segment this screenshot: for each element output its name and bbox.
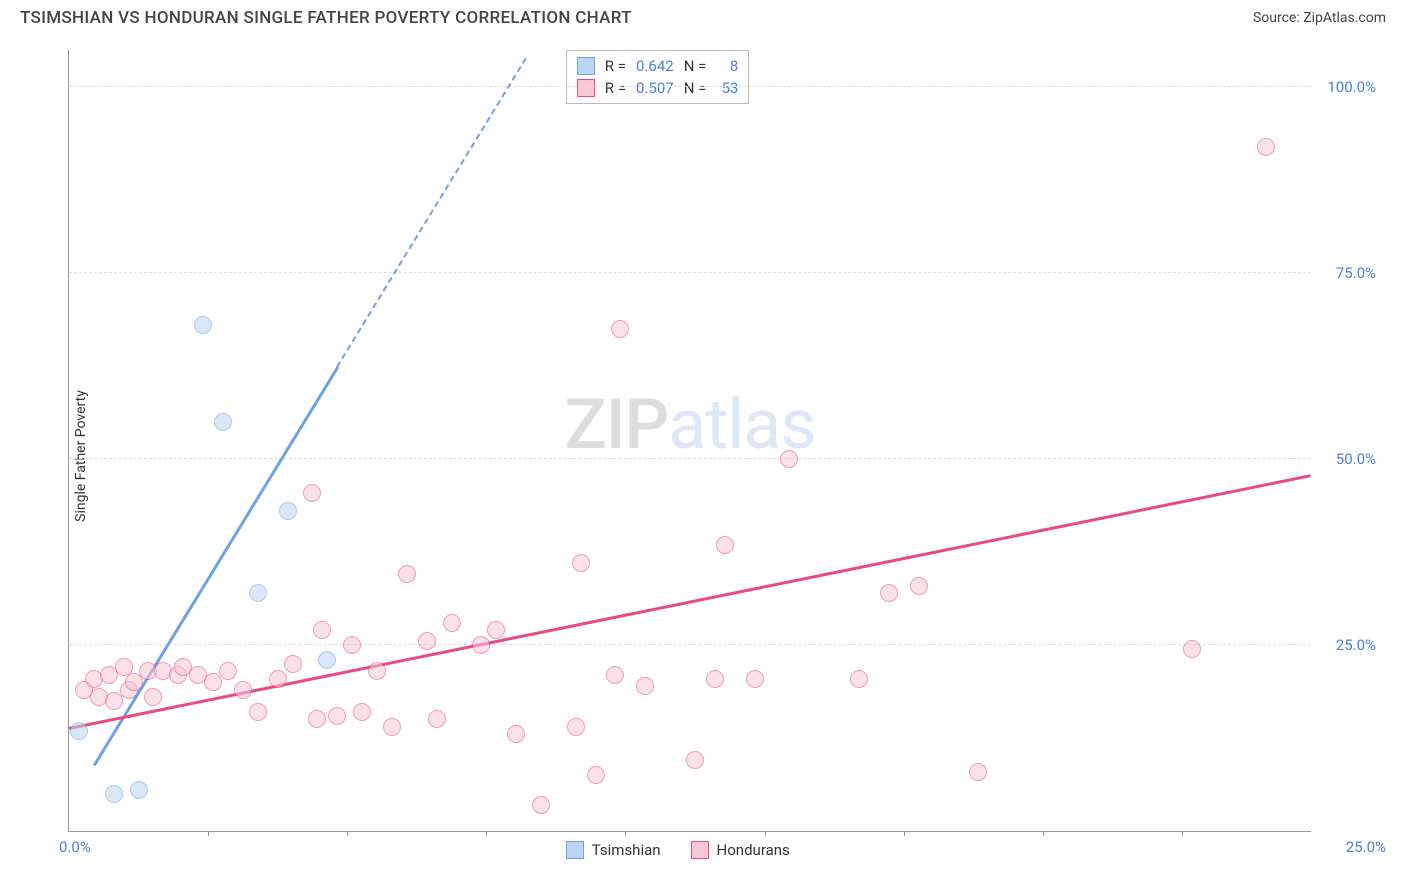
- x-tick-mark: [1043, 831, 1044, 836]
- hondurans-point: [611, 320, 629, 338]
- tsimshian-point: [70, 722, 88, 740]
- hondurans-point: [313, 621, 331, 639]
- gridline: [69, 86, 1311, 87]
- x-tick-mark: [486, 831, 487, 836]
- legend-item-hondurans: Hondurans: [691, 841, 790, 859]
- chart-title: TSIMSHIAN VS HONDURAN SINGLE FATHER POVE…: [20, 8, 632, 28]
- hondurans-point: [144, 688, 162, 706]
- plot-area: ZIPatlas R = 0.642 N = 8 R = 0.507 N = 5…: [68, 50, 1311, 832]
- hondurans-point: [1257, 138, 1275, 156]
- hondurans-point: [746, 670, 764, 688]
- y-tick-label: 75.0%: [1316, 264, 1376, 282]
- gridline: [69, 272, 1311, 273]
- tsimshian-point: [214, 413, 232, 431]
- hondurans-point: [303, 484, 321, 502]
- tsimshian-point: [105, 785, 123, 803]
- hondurans-point: [125, 673, 143, 691]
- hondurans-point: [780, 450, 798, 468]
- x-tick-mark: [1182, 831, 1183, 836]
- hondurans-point: [219, 662, 237, 680]
- hondurans-point: [716, 536, 734, 554]
- hondurans-point: [269, 670, 287, 688]
- hondurans-point: [398, 565, 416, 583]
- x-tick-mark: [765, 831, 766, 836]
- hondurans-point: [850, 670, 868, 688]
- hondurans-point: [428, 710, 446, 728]
- gridline: [69, 458, 1311, 459]
- tsimshian-point: [318, 651, 336, 669]
- tsimshian-point: [130, 781, 148, 799]
- hondurans-point: [1183, 640, 1201, 658]
- hondurans-point: [284, 655, 302, 673]
- x-tick-min: 0.0%: [59, 838, 91, 856]
- x-tick-max: 25.0%: [1326, 838, 1386, 856]
- y-tick-label: 25.0%: [1316, 636, 1376, 654]
- hondurans-point: [969, 763, 987, 781]
- hondurans-point: [204, 673, 222, 691]
- hondurans-point: [706, 670, 724, 688]
- x-tick-mark: [904, 831, 905, 836]
- hondurans-point: [910, 577, 928, 595]
- hondurans-point: [105, 692, 123, 710]
- hondurans-point: [234, 681, 252, 699]
- hondurans-point: [686, 751, 704, 769]
- hondurans-point: [368, 662, 386, 680]
- watermark: ZIPatlas: [565, 384, 816, 466]
- legend-row-hondurans: R = 0.507 N = 53: [577, 77, 739, 99]
- tsimshian-point: [249, 584, 267, 602]
- trend-line-extrapolated: [336, 58, 526, 368]
- source-label: Source: ZipAtlas.com: [1253, 10, 1386, 26]
- hondurans-point: [418, 632, 436, 650]
- hondurans-point: [567, 718, 585, 736]
- hondurans-point: [308, 710, 326, 728]
- swatch-hondurans: [577, 79, 595, 97]
- hondurans-point: [487, 621, 505, 639]
- x-tick-mark: [208, 831, 209, 836]
- legend-item-tsimshian: Tsimshian: [566, 841, 661, 859]
- hondurans-point: [443, 614, 461, 632]
- y-tick-label: 100.0%: [1316, 78, 1376, 96]
- hondurans-point: [532, 796, 550, 814]
- swatch-tsimshian-icon: [566, 841, 584, 859]
- tsimshian-point: [279, 502, 297, 520]
- swatch-hondurans-icon: [691, 841, 709, 859]
- hondurans-point: [249, 703, 267, 721]
- x-tick-mark: [347, 831, 348, 836]
- hondurans-point: [606, 666, 624, 684]
- hondurans-point: [343, 636, 361, 654]
- series-legend: Tsimshian Hondurans: [566, 841, 790, 859]
- tsimshian-point: [194, 316, 212, 334]
- hondurans-point: [636, 677, 654, 695]
- hondurans-point: [507, 725, 525, 743]
- hondurans-point: [353, 703, 371, 721]
- hondurans-point: [383, 718, 401, 736]
- hondurans-point: [880, 584, 898, 602]
- gridline: [69, 644, 1311, 645]
- hondurans-point: [472, 636, 490, 654]
- hondurans-point: [328, 707, 346, 725]
- x-tick-mark: [625, 831, 626, 836]
- hondurans-point: [587, 766, 605, 784]
- legend-row-tsimshian: R = 0.642 N = 8: [577, 55, 739, 77]
- swatch-tsimshian: [577, 57, 595, 75]
- correlation-legend: R = 0.642 N = 8 R = 0.507 N = 53: [566, 50, 750, 104]
- y-tick-label: 50.0%: [1316, 450, 1376, 468]
- chart-container: Single Father Poverty ZIPatlas R = 0.642…: [20, 40, 1386, 872]
- hondurans-point: [572, 554, 590, 572]
